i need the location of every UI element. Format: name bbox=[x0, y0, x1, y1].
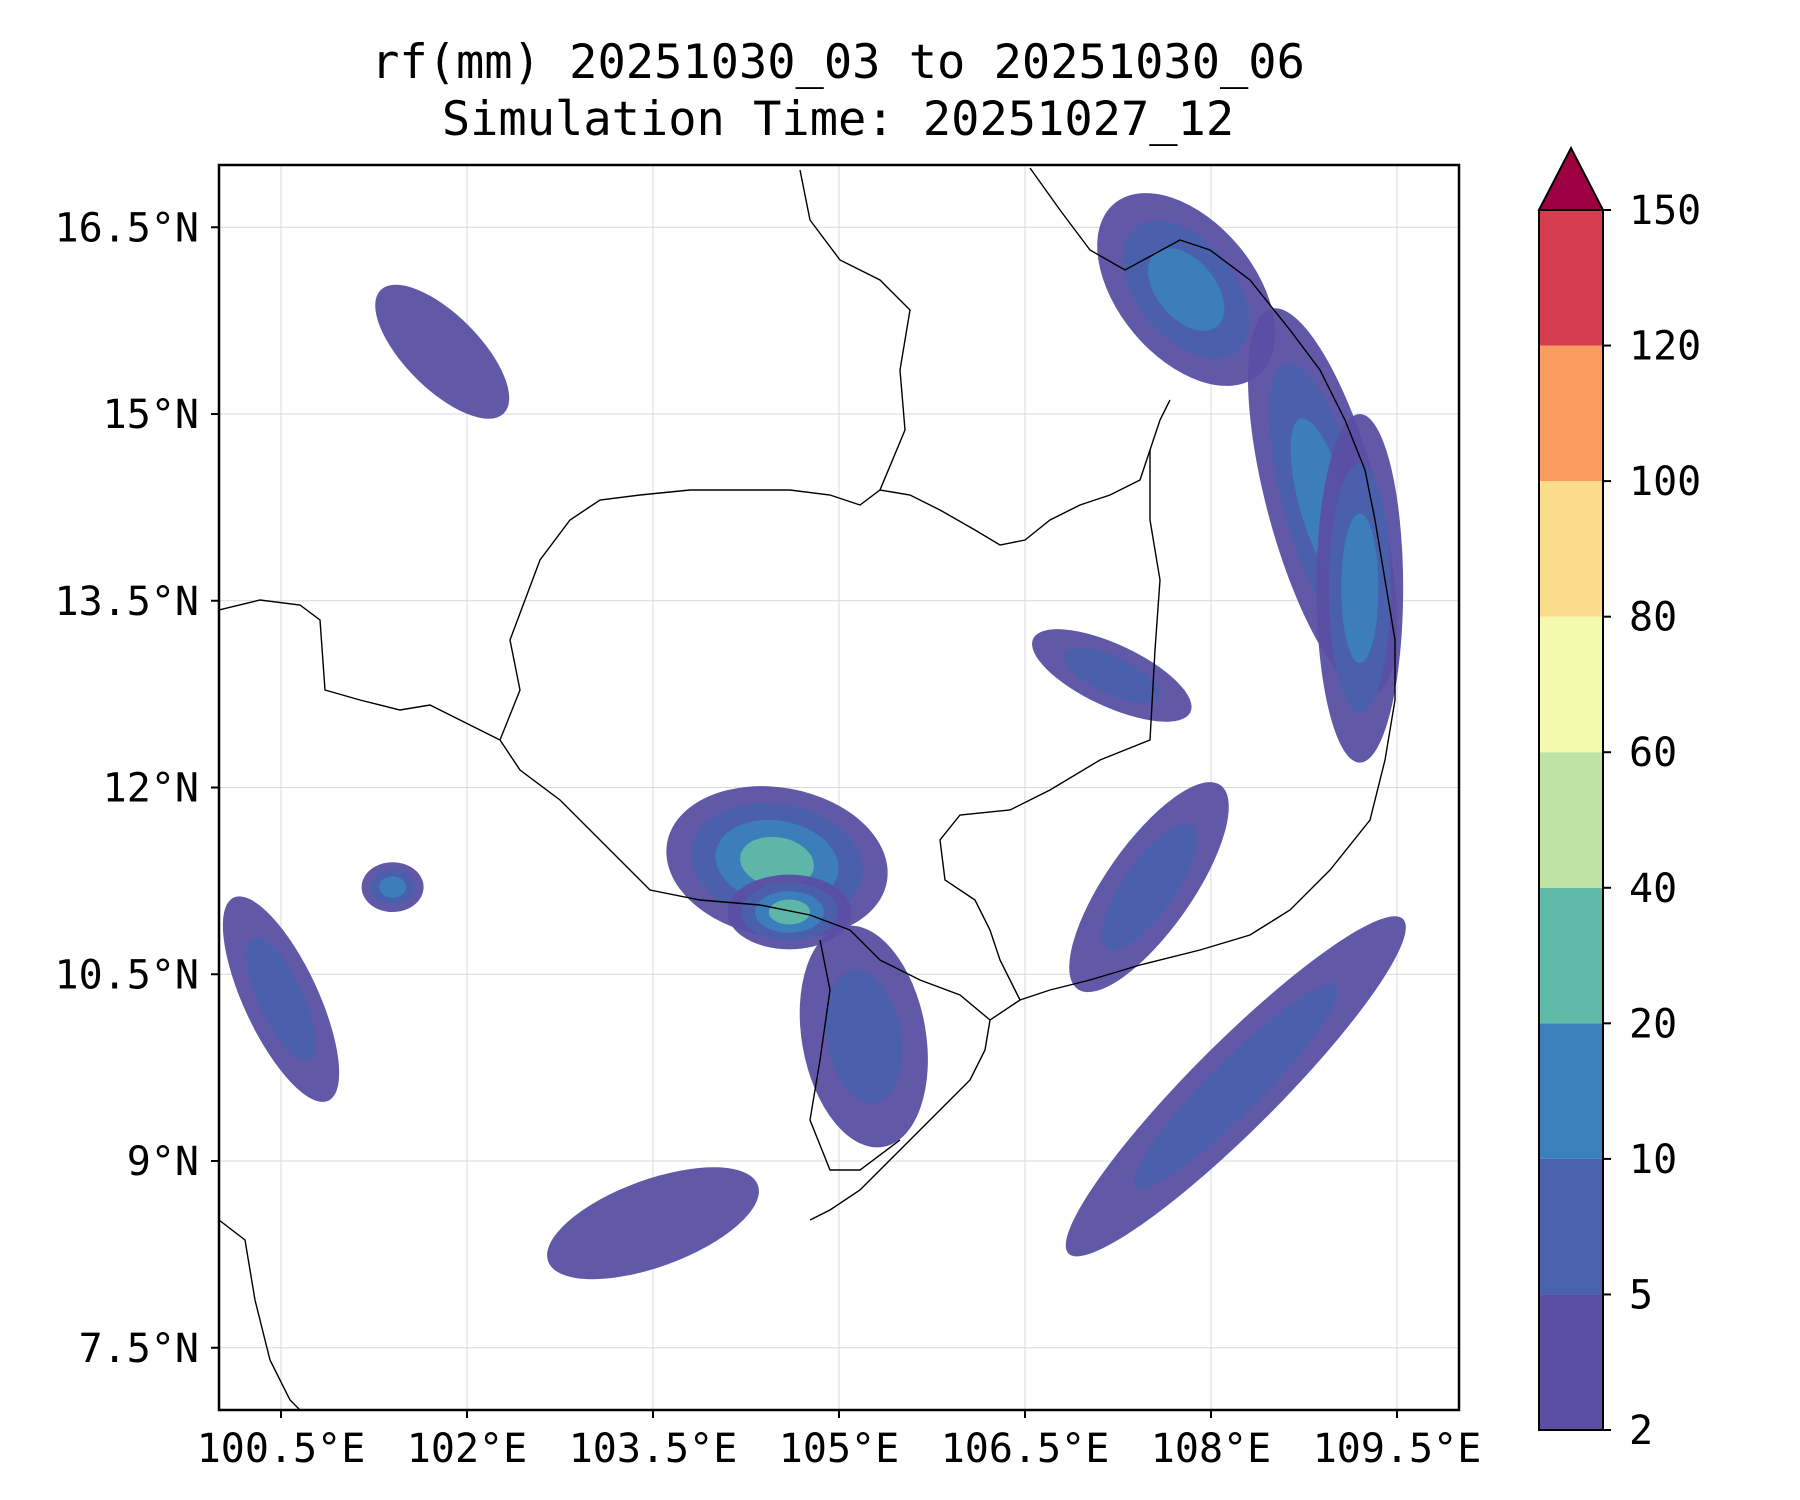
lat-tick-label: 12°N bbox=[103, 766, 199, 812]
figure-subtitle: Simulation Time: 20251027_12 bbox=[442, 92, 1234, 147]
cambodia-north-border bbox=[499, 399, 1171, 741]
figure-title: rf(mm) 20251030_03 to 20251030_06 bbox=[371, 35, 1305, 90]
colorbar-tick-label: 80 bbox=[1629, 595, 1677, 641]
rain-region-central-band-east bbox=[1063, 647, 1160, 704]
lat-tick-label: 10.5°N bbox=[55, 952, 200, 998]
lon-tick-label: 103.5°E bbox=[569, 1426, 738, 1472]
rain-region-northwest-streaks bbox=[375, 284, 510, 419]
coastlines-and-borders bbox=[219, 167, 1396, 1410]
colorbar-tick-label: 100 bbox=[1629, 459, 1701, 505]
rain-region-west-coast-band bbox=[246, 937, 316, 1061]
colorbar-tick-label: 10 bbox=[1629, 1137, 1677, 1183]
cambodia-coast bbox=[499, 739, 851, 931]
colorbar: 2 5 10 20 40 60 80 100 120 150 bbox=[1537, 145, 1701, 1454]
colorbar-segment bbox=[1539, 1294, 1603, 1430]
lon-tick-label: 109.5°E bbox=[1313, 1426, 1482, 1472]
thailand-cambodia-border bbox=[219, 599, 501, 741]
colorbar-tick-label: 2 bbox=[1629, 1408, 1653, 1454]
colorbar-tick-label: 5 bbox=[1629, 1272, 1653, 1318]
colorbar-segment bbox=[1539, 210, 1603, 346]
lat-tick-label: 9°N bbox=[127, 1139, 199, 1185]
colorbar-tick-label: 20 bbox=[1629, 1001, 1677, 1047]
lon-tick-label: 106.5°E bbox=[941, 1426, 1110, 1472]
vietnam-coastline bbox=[809, 167, 1396, 1221]
vietnam-south-coast bbox=[809, 939, 901, 1171]
colorbar-segment bbox=[1539, 481, 1603, 617]
colorbar-tick-label: 120 bbox=[1629, 324, 1701, 370]
rain-region-coastal-band-east bbox=[1341, 513, 1379, 663]
rain-region-offshore-band-southeast bbox=[1133, 984, 1338, 1189]
mekong-delta-coast bbox=[849, 929, 991, 1021]
lon-tick-label: 105°E bbox=[779, 1426, 899, 1472]
colorbar-segment bbox=[1539, 887, 1603, 1024]
colorbar-tick-label: 40 bbox=[1629, 866, 1677, 912]
lat-tick-label: 13.5°N bbox=[55, 579, 200, 625]
lon-tick-label: 108°E bbox=[1151, 1426, 1271, 1472]
latitude-axis: 16.5°N 15°N 13.5°N 12°N 10.5°N 9°N 7.5°N bbox=[55, 205, 219, 1372]
colorbar-tick-label: 60 bbox=[1629, 730, 1677, 776]
lat-tick-label: 7.5°N bbox=[79, 1326, 199, 1372]
longitude-axis: 100.5°E 102°E 103.5°E 105°E 106.5°E 108°E 109.… bbox=[197, 1410, 1482, 1472]
rain-region-gulf-of-thailand-cell bbox=[379, 876, 406, 898]
cambodia-vietnam-border bbox=[939, 450, 1161, 1001]
colorbar-segment bbox=[1539, 752, 1603, 888]
rain-region-gulf-south-cambodia-core bbox=[768, 899, 811, 925]
rain-region-south-gulf-band bbox=[547, 1167, 759, 1280]
colorbar-segment bbox=[1539, 345, 1603, 482]
laos-vietnam-border bbox=[799, 169, 911, 491]
colorbar-tick-label: 150 bbox=[1629, 188, 1701, 234]
colorbar-segment bbox=[1539, 1158, 1603, 1295]
colorbar-frame bbox=[1538, 209, 1604, 1431]
lat-tick-label: 16.5°N bbox=[55, 205, 200, 251]
lon-tick-label: 100.5°E bbox=[197, 1426, 366, 1472]
map-panel bbox=[217, 163, 1461, 1412]
lat-tick-label: 15°N bbox=[103, 392, 199, 438]
rain-region-mekong-delta bbox=[825, 969, 903, 1104]
rain-region-coastal-band-north bbox=[1148, 248, 1225, 331]
colorbar-segment bbox=[1539, 1023, 1603, 1159]
malay-coast bbox=[219, 1219, 301, 1410]
rain-region-south-vietnam-coast bbox=[1101, 824, 1197, 951]
colorbar-segment bbox=[1539, 616, 1603, 753]
lon-tick-label: 102°E bbox=[407, 1426, 527, 1472]
